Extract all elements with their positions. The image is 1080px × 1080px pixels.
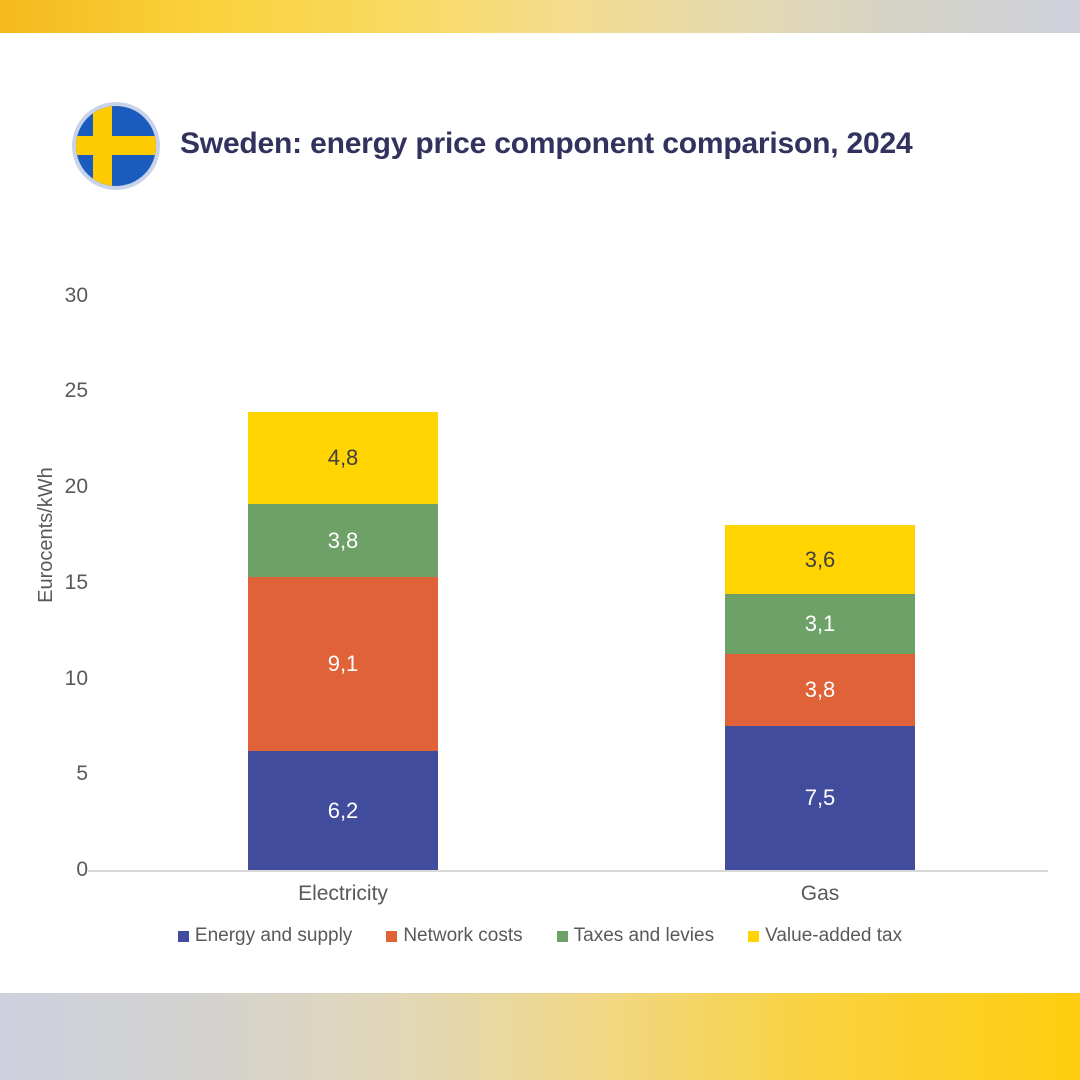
bar-segment-electricity-energy-and-supply: 6,2 xyxy=(248,751,438,870)
x-axis-label-gas: Gas xyxy=(800,882,840,905)
y-tick-5: 5 xyxy=(76,762,88,786)
bar-segment-gas-value-added-tax: 3,6 xyxy=(725,525,915,595)
flag-horizontal-stripe xyxy=(76,136,156,155)
bar-value-label: 3,6 xyxy=(804,546,836,572)
bar-value-label: 3,8 xyxy=(327,527,359,553)
legend-label: Taxes and levies xyxy=(573,925,715,946)
y-tick-25: 25 xyxy=(64,379,88,403)
bar-segment-gas-network-costs: 3,8 xyxy=(725,653,915,727)
x-axis-label-electricity: Electricity xyxy=(298,882,388,905)
x-axis-line xyxy=(88,870,1048,872)
legend-swatch-icon xyxy=(386,930,398,942)
bar-segment-electricity-network-costs: 9,1 xyxy=(248,577,438,752)
bar-value-label: 3,8 xyxy=(804,676,836,702)
y-axis-title: Eurocents/kWh xyxy=(35,467,57,603)
y-tick-0: 0 xyxy=(76,858,88,881)
bar-segment-gas-taxes-and-levies: 3,1 xyxy=(725,594,915,654)
legend-swatch-icon xyxy=(748,930,760,942)
legend-swatch-icon xyxy=(177,930,189,942)
legend-item-taxes-and-levies: Taxes and levies xyxy=(556,925,715,947)
chart-title: Sweden: energy price component compariso… xyxy=(180,127,913,160)
bar-segment-gas-energy-and-supply: 7,5 xyxy=(725,726,915,870)
legend-label: Value-added tax xyxy=(765,925,903,946)
legend-swatch-icon xyxy=(556,930,568,942)
sweden-flag-icon xyxy=(72,102,160,190)
bar-value-label: 4,8 xyxy=(327,445,359,471)
bar-value-label: 7,5 xyxy=(804,785,836,811)
y-tick-10: 10 xyxy=(64,666,88,690)
legend-label: Network costs xyxy=(403,925,523,946)
top-gradient-bar xyxy=(0,0,1080,33)
bar-value-label: 3,1 xyxy=(804,610,836,636)
bar-value-label: 9,1 xyxy=(327,651,359,677)
chart-legend: Energy and supply Network costs Taxes and … xyxy=(0,925,1080,947)
footer-gradient-bar: ehpa 25 years ★★★★★★★★ xyxy=(0,993,1080,1080)
legend-item-energy-and-supply: Energy and supply xyxy=(177,925,353,947)
y-tick-20: 20 xyxy=(64,475,88,498)
legend-item-value-added-tax: Value-added tax xyxy=(748,925,902,947)
bar-segment-electricity-value-added-tax: 4,8 xyxy=(248,412,438,505)
legend-item-network-costs: Network costs xyxy=(386,925,523,947)
bar-value-label: 6,2 xyxy=(327,797,359,823)
legend-label: Energy and supply xyxy=(194,925,353,946)
bar-segment-electricity-taxes-and-levies: 3,8 xyxy=(248,504,438,577)
y-tick-30: 30 xyxy=(64,283,88,307)
y-tick-15: 15 xyxy=(64,570,88,594)
